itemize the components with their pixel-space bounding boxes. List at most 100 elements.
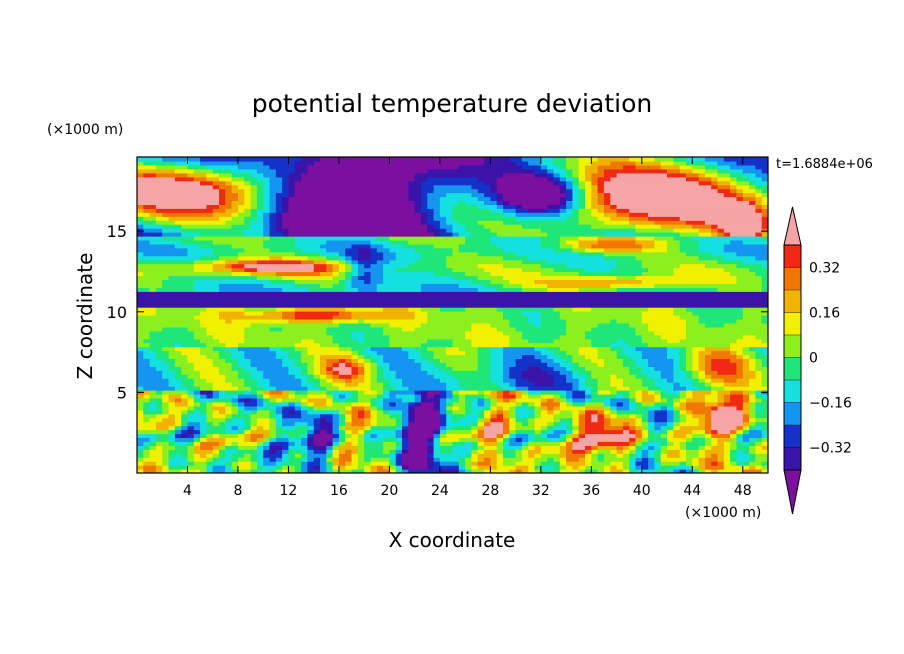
field-cell [155, 445, 163, 450]
field-cell [553, 180, 561, 186]
field-cell [427, 370, 447, 375]
field-cell [660, 445, 668, 450]
field-cell [603, 255, 636, 261]
field-cell [244, 267, 258, 273]
field-cell [572, 204, 580, 209]
field-cell [313, 445, 327, 450]
field-cell [559, 437, 567, 442]
field-cell [256, 449, 264, 454]
field-cell [364, 370, 372, 375]
field-cell [465, 386, 504, 391]
field-cell [225, 378, 245, 383]
field-cell [490, 354, 504, 359]
field-cell [351, 346, 365, 352]
field-cell [326, 441, 334, 446]
field-cell [496, 449, 504, 454]
field-cell [439, 437, 460, 442]
field-cell [540, 401, 561, 407]
field-cell [389, 413, 403, 419]
field-cell [395, 461, 403, 466]
field-cell [648, 437, 668, 442]
field-cell [572, 188, 580, 194]
field-cell [376, 469, 390, 473]
field-cell [320, 469, 327, 473]
field-cell [540, 236, 561, 241]
field-cell [376, 378, 390, 383]
field-cell [496, 461, 504, 466]
field-cell [219, 311, 245, 316]
field-cell [603, 220, 630, 225]
field-cell [439, 204, 454, 209]
field-cell [427, 168, 536, 174]
field-cell [540, 240, 561, 245]
field-cell [212, 267, 233, 273]
field-cell [181, 382, 195, 387]
field-cell [629, 216, 649, 221]
field-cell [509, 338, 529, 344]
field-cell [635, 429, 643, 435]
field-cell [534, 346, 548, 352]
field-cell [332, 465, 340, 470]
field-cell [566, 326, 592, 332]
field-cell [679, 263, 706, 269]
field-cell [591, 200, 599, 205]
field-cell [332, 319, 359, 324]
field-cell [597, 445, 618, 450]
field-cell [168, 469, 182, 473]
field-cell [420, 350, 435, 356]
field-cell [439, 469, 460, 473]
field-cell [263, 196, 271, 201]
field-cell [427, 311, 504, 316]
field-cell [282, 208, 289, 213]
field-cell [698, 232, 712, 237]
field-cell [534, 354, 548, 359]
field-cell [465, 397, 472, 403]
field-cell [692, 346, 706, 352]
field-cell [137, 461, 144, 466]
field-cell [307, 386, 321, 391]
field-cell [446, 228, 454, 233]
field-cell [244, 220, 252, 225]
field-cell [370, 271, 384, 277]
field-cell [717, 176, 731, 182]
field-cell [439, 429, 447, 435]
field-cell [736, 251, 768, 257]
field-cell [515, 409, 536, 415]
field-cell [282, 180, 289, 186]
field-cell [427, 465, 435, 470]
field-cell [761, 212, 768, 217]
field-cell [294, 283, 321, 288]
field-cell [698, 421, 706, 427]
field-cell [357, 397, 372, 403]
field-cell [553, 378, 567, 383]
field-cell [402, 397, 416, 403]
field-cell [521, 374, 555, 379]
field-cell [503, 374, 510, 379]
field-cell [452, 366, 479, 371]
field-cell [294, 346, 308, 352]
field-cell [477, 350, 491, 356]
field-cell [294, 425, 308, 431]
field-cell [540, 366, 554, 371]
field-cell [357, 445, 365, 450]
field-cell [408, 192, 422, 198]
field-cell [648, 421, 655, 427]
field-cell [269, 228, 277, 233]
field-cell [345, 437, 359, 442]
field-cell [439, 200, 460, 205]
field-cell [351, 243, 371, 249]
field-cell [566, 176, 573, 182]
field-cell [231, 184, 239, 190]
field-cell [603, 469, 611, 473]
field-cell [641, 421, 649, 427]
field-cell [275, 192, 289, 198]
field-cell [282, 220, 422, 225]
field-cell [332, 315, 353, 320]
field-cell [326, 362, 334, 367]
field-cell [345, 287, 359, 292]
field-cell [673, 421, 681, 427]
field-cell [761, 236, 768, 241]
field-cell [376, 465, 384, 470]
field-cell [496, 188, 561, 194]
field-cell [364, 433, 372, 438]
